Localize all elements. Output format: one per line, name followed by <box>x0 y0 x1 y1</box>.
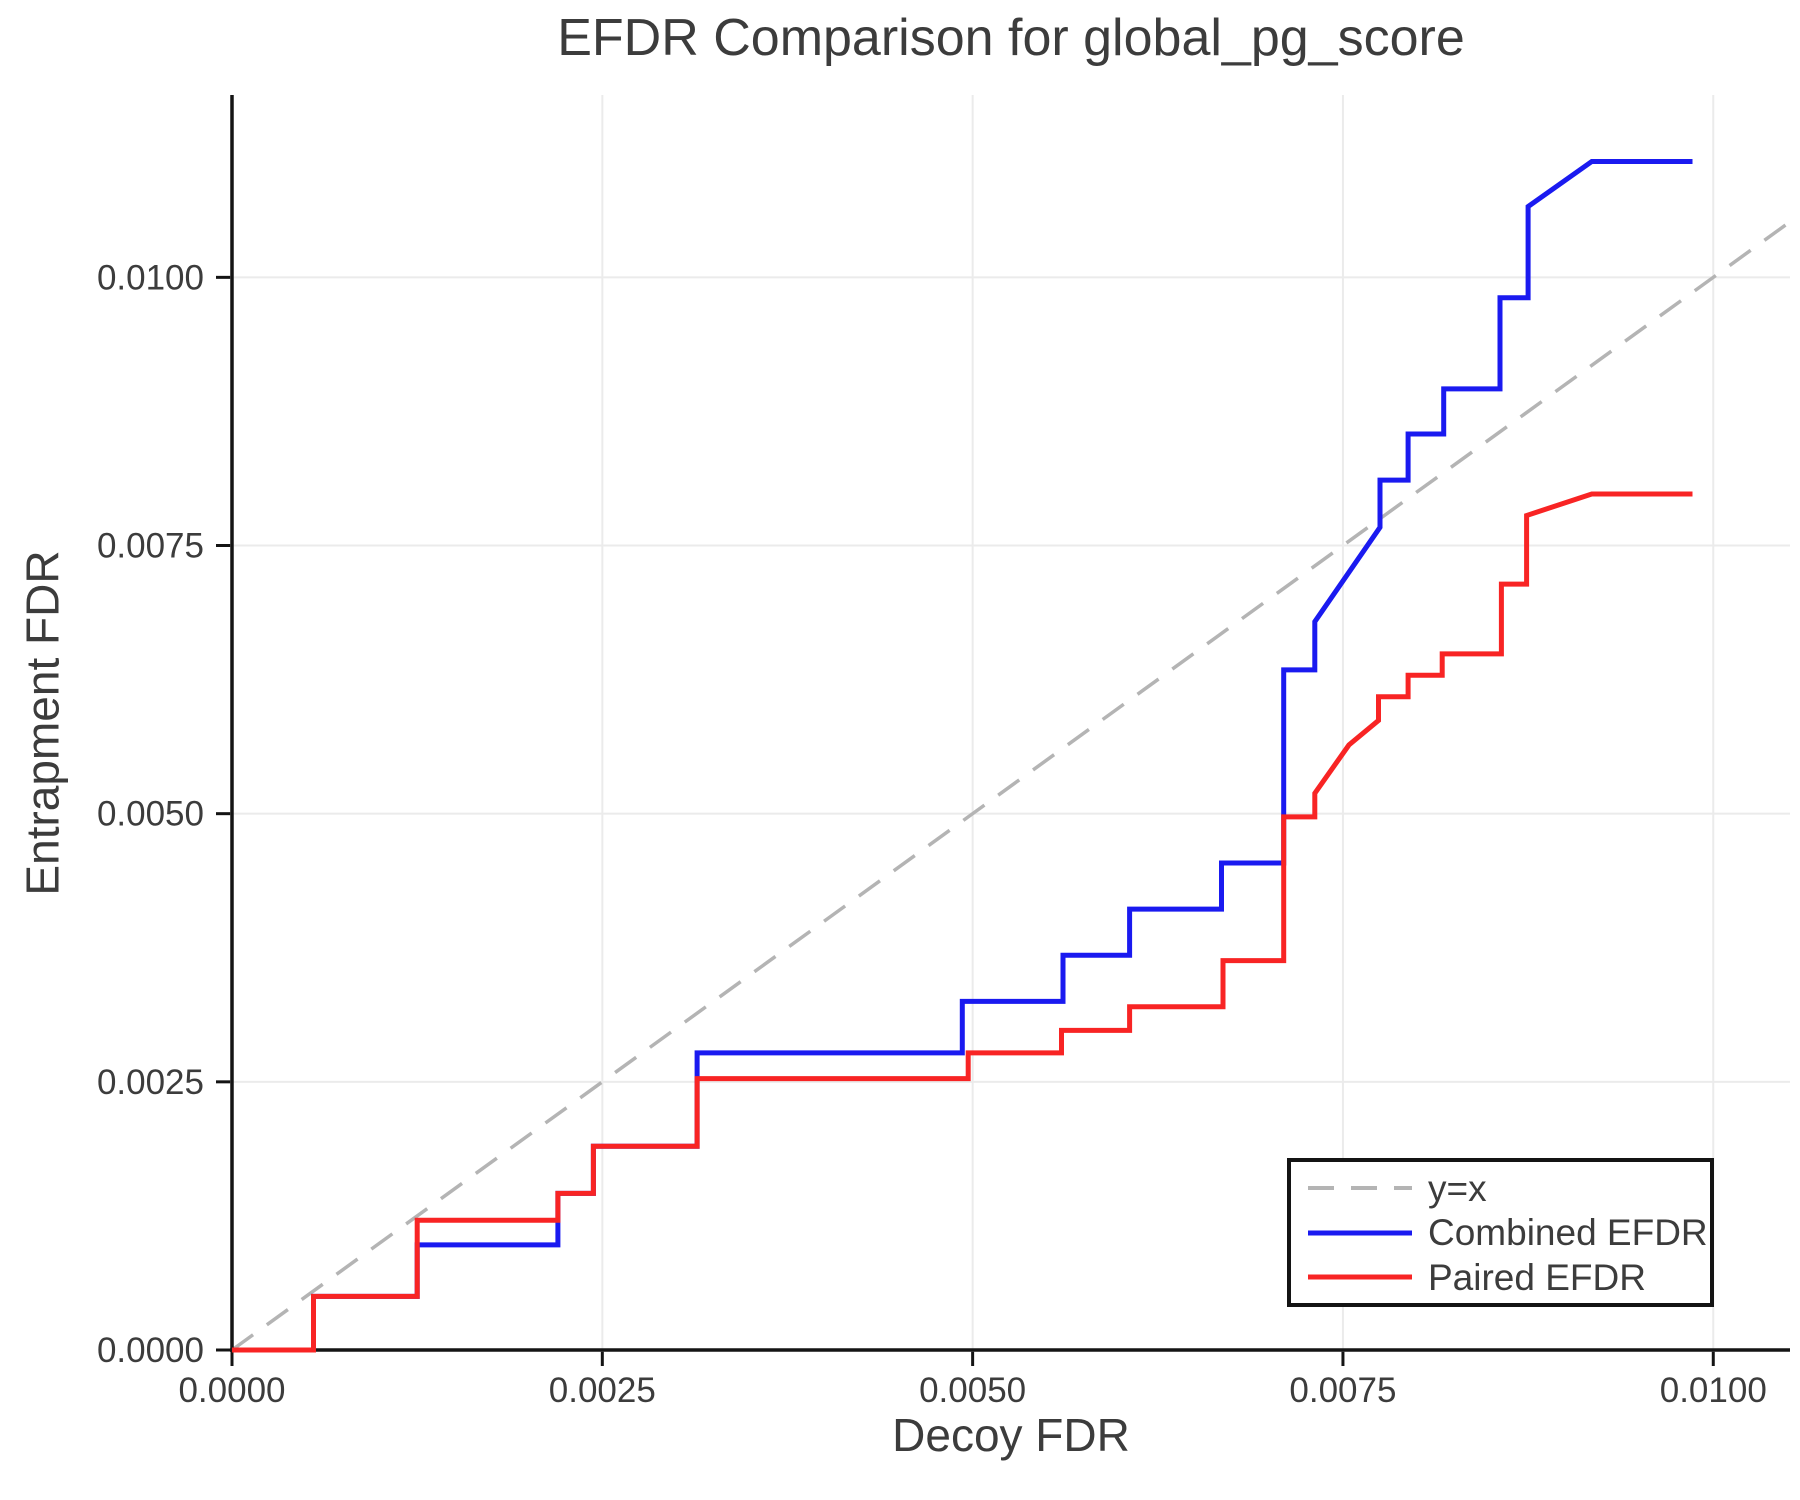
reference-line-y-equals-x <box>230 220 1792 1352</box>
legend-item-paired: Paired EFDR <box>1306 1259 1710 1296</box>
legend-label: y=x <box>1428 1167 1487 1209</box>
y-tick-label: 0.0000 <box>97 1331 204 1370</box>
chart-title: EFDR Comparison for global_pg_score <box>557 9 1465 67</box>
y-tick-label: 0.0100 <box>97 258 204 297</box>
combined-line-swatch <box>1308 1230 1412 1235</box>
y-tick-label: 0.0050 <box>97 795 204 834</box>
x-axis-label: Decoy FDR <box>892 1409 1130 1461</box>
legend-item-combined: Combined EFDR <box>1306 1214 1710 1251</box>
x-tick-label: 0.0075 <box>1289 1371 1396 1410</box>
paired-line-swatch <box>1308 1274 1412 1280</box>
legend-box: y=x Combined EFDR Paired EFDR <box>1287 1158 1714 1307</box>
y-tick-label: 0.0075 <box>97 527 204 566</box>
reference-line-swatch <box>1308 1186 1412 1190</box>
x-tick-label: 0.0100 <box>1660 1371 1767 1410</box>
x-tick-label: 0.0025 <box>549 1371 656 1410</box>
legend-label: Combined EFDR <box>1428 1212 1708 1253</box>
paired-efdr-curve <box>232 491 1693 1353</box>
x-tick-label: 0.0050 <box>919 1371 1026 1410</box>
x-tick-label: 0.0000 <box>178 1371 285 1410</box>
legend-item-reference: y=x <box>1306 1170 1710 1207</box>
y-tick-label: 0.0025 <box>97 1063 204 1102</box>
legend-label: Paired EFDR <box>1428 1256 1646 1298</box>
